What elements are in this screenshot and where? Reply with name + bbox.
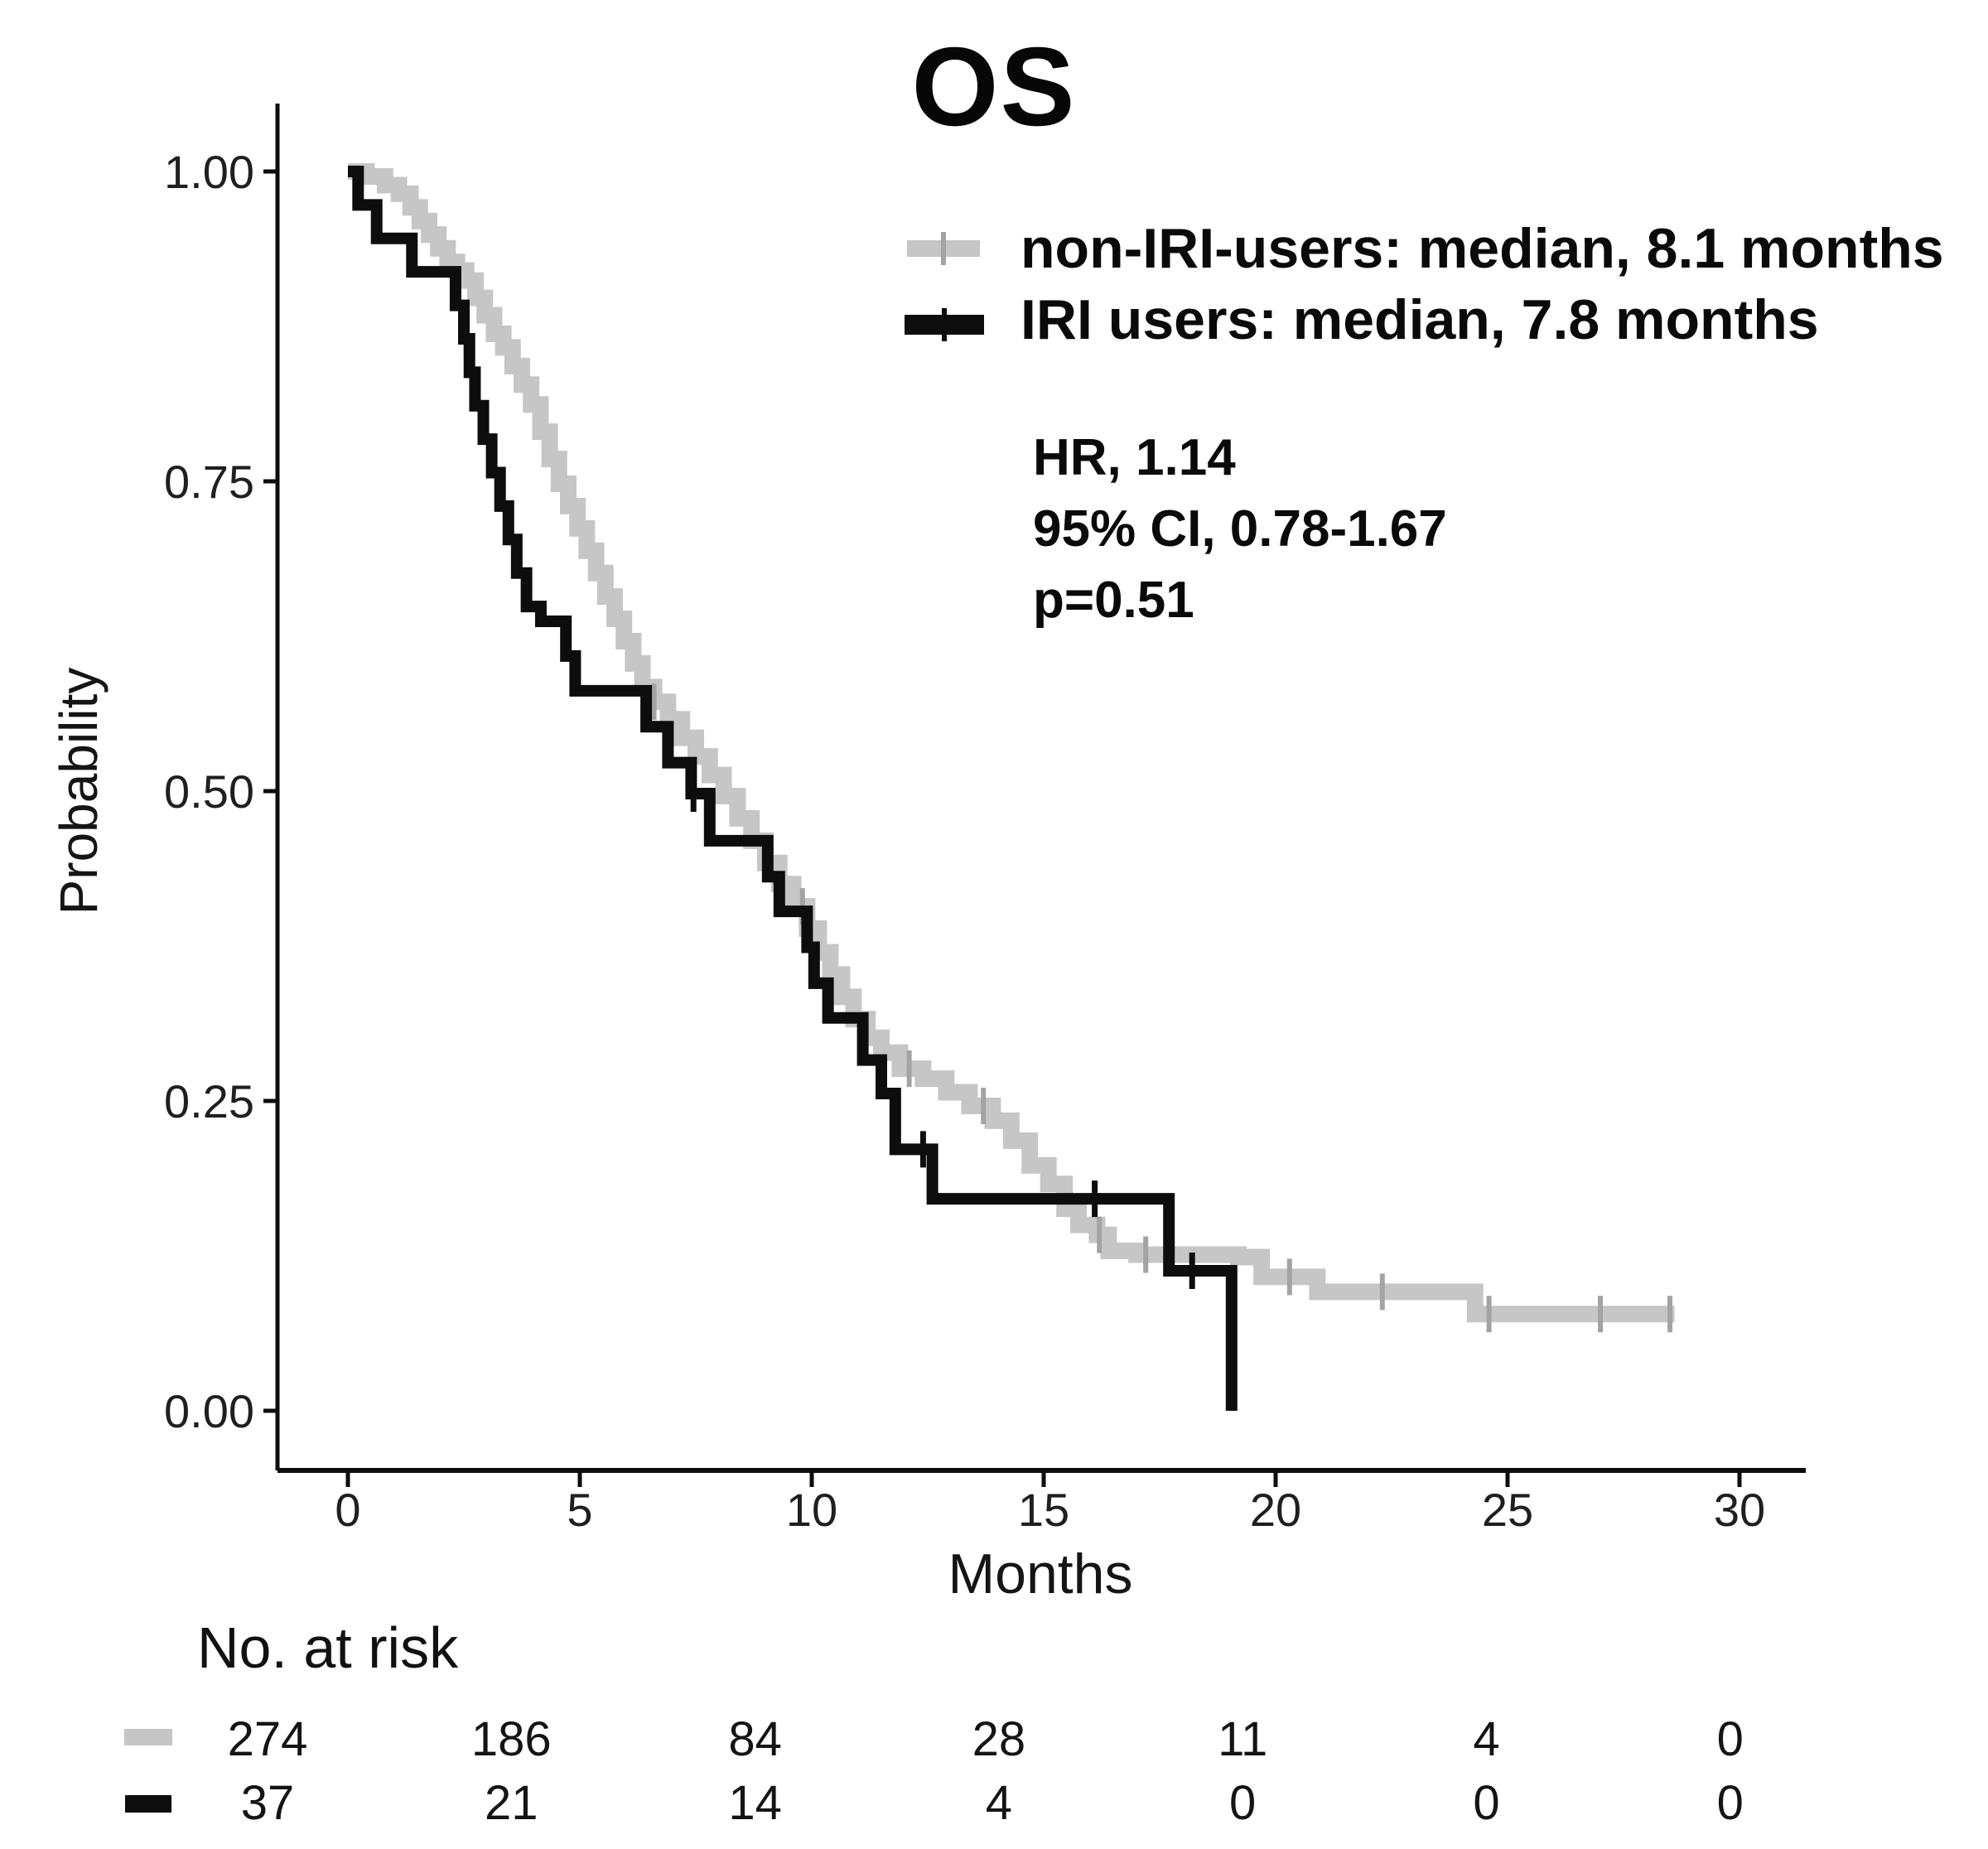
risk-count: 84 — [728, 1712, 782, 1766]
risk-count: 28 — [972, 1712, 1026, 1766]
legend-label-non-iri: non-IRI-users: median, 8.1 months — [1021, 217, 1944, 280]
y-tick-label: 1.00 — [164, 146, 254, 198]
page-title: OS — [911, 24, 1077, 149]
x-tick-label: 30 — [1714, 1484, 1765, 1536]
risk-count: 0 — [1473, 1776, 1500, 1830]
stat-p: p=0.51 — [1033, 572, 1194, 629]
risk-count: 0 — [1716, 1712, 1744, 1766]
y-tick-label: 0.25 — [164, 1075, 254, 1127]
km-curve-non-iri — [348, 163, 1675, 1323]
x-tick-label: 15 — [1018, 1484, 1069, 1536]
risk-count: 14 — [728, 1776, 782, 1830]
risk-count: 4 — [985, 1776, 1013, 1830]
risk-count: 186 — [470, 1712, 552, 1766]
risk-row-swatch-non-iri — [124, 1729, 172, 1745]
risk-count: 274 — [227, 1712, 308, 1766]
stat-hr: HR, 1.14 — [1033, 429, 1236, 486]
stat-ci: 95% CI, 0.78-1.67 — [1033, 500, 1447, 558]
risk-count: 21 — [485, 1776, 538, 1830]
y-axis-title: Probability — [49, 667, 109, 915]
legend-label-iri: IRI users: median, 7.8 months — [1021, 288, 1819, 351]
x-tick-label: 25 — [1482, 1484, 1533, 1536]
x-axis-title: Months — [948, 1542, 1133, 1605]
y-tick-label: 0.75 — [164, 456, 254, 508]
y-tick-label: 0.00 — [164, 1385, 254, 1437]
stats-annotation: HR, 1.14 95% CI, 0.78-1.67 p=0.51 — [1033, 422, 1447, 636]
risk-count: 11 — [1218, 1712, 1268, 1766]
risk-row-swatch-iri — [125, 1795, 171, 1813]
y-tick-label: 0.50 — [164, 765, 254, 818]
x-tick-label: 5 — [567, 1484, 592, 1536]
risk-count: 0 — [1229, 1776, 1257, 1830]
x-tick-label: 10 — [786, 1484, 837, 1536]
risk-count: 0 — [1716, 1776, 1744, 1830]
x-tick-label: 0 — [335, 1484, 360, 1536]
risk-table-title: No. at risk — [197, 1615, 459, 1680]
x-tick-label: 20 — [1250, 1484, 1301, 1536]
risk-count: 4 — [1473, 1712, 1500, 1766]
risk-count: 37 — [240, 1776, 295, 1830]
